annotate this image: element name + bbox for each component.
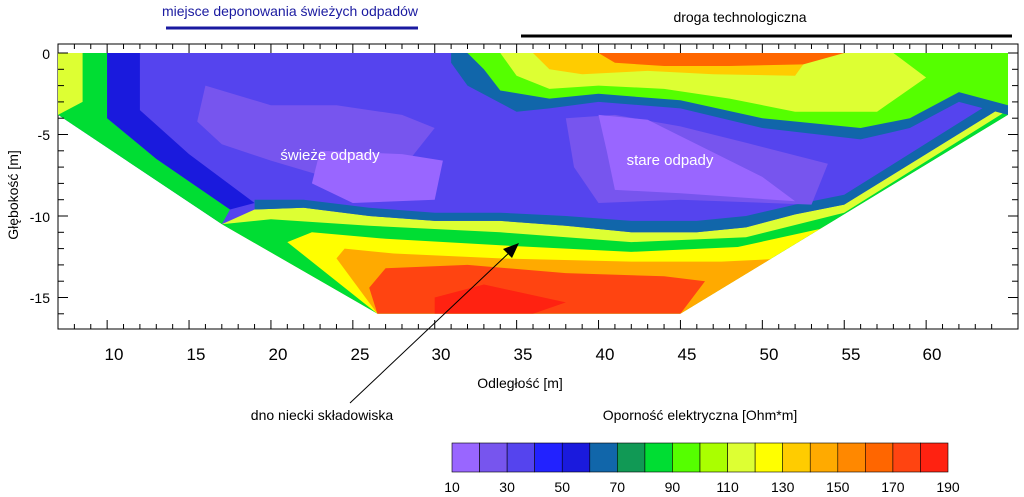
- colorbar-tick-labels: 10 30 50 70 90 110 130 150 170 190: [444, 479, 960, 495]
- colorbar-swatch: [479, 442, 508, 473]
- colorbar-tick-label: 150: [826, 479, 850, 495]
- resistivity-section: [58, 53, 1008, 314]
- zone-left-margin-blue: [107, 53, 255, 210]
- colorbar-swatch: [644, 442, 673, 473]
- colorbar-swatch: [672, 442, 701, 473]
- colorbar: [451, 442, 949, 473]
- colorbar-title: Oporność elektryczna [Ohm*m]: [603, 407, 798, 423]
- x-tick-label-40: 40: [596, 345, 615, 364]
- y-tick-label-minus5: -5: [38, 127, 51, 143]
- y-axis-label: Głębokość [m]: [5, 150, 21, 239]
- colorbar-tick-label: 90: [665, 479, 681, 495]
- zone-fresh-waste: [197, 85, 435, 176]
- x-tick-label-55: 55: [842, 345, 861, 364]
- zone-road-core: [598, 53, 845, 66]
- colorbar-swatch: [864, 442, 894, 473]
- pit-bottom-arrow: [349, 249, 513, 404]
- x-tick-label-35: 35: [514, 345, 533, 364]
- colorbar-swatch: [561, 442, 591, 473]
- colorbar-swatch: [534, 442, 563, 473]
- x-tick-label-30: 30: [432, 345, 451, 364]
- colorbar-swatch: [589, 442, 618, 473]
- pit-bottom-arrowhead: [503, 243, 519, 258]
- colorbar-tick-label: 10: [444, 479, 460, 495]
- x-tick-label-15: 15: [187, 345, 206, 364]
- x-tick-label-10: 10: [105, 345, 124, 364]
- colorbar-swatch: [451, 442, 480, 473]
- x-tick-label-60: 60: [923, 345, 942, 364]
- x-tick-label-45: 45: [678, 345, 697, 364]
- colorbar-swatch: [809, 442, 839, 473]
- zone-fresh-waste-core: [311, 150, 443, 203]
- y-tick-label-minus15: -15: [30, 290, 50, 306]
- road-label: droga technologiczna: [673, 9, 806, 25]
- colorbar-tick-label: 170: [881, 479, 905, 495]
- axis-ticks: [58, 44, 1018, 329]
- y-tick-label-minus10: -10: [30, 209, 50, 225]
- colorbar-swatch: [616, 442, 646, 473]
- colorbar-tick-label: 110: [716, 479, 739, 495]
- zone-left-margin: [58, 53, 230, 225]
- colorbar-tick-label: 50: [554, 479, 570, 495]
- x-tick-label-50: 50: [760, 345, 779, 364]
- old-waste-label: stare odpady: [627, 152, 714, 169]
- colorbar-tick-label: 130: [771, 479, 795, 495]
- colorbar-swatch: [837, 442, 866, 473]
- colorbar-swatch: [754, 442, 783, 473]
- colorbar-swatch: [920, 442, 949, 473]
- x-tick-label-20: 20: [269, 345, 288, 364]
- colorbar-swatch: [782, 442, 811, 473]
- fresh-waste-zone-label: miejsce deponowania świeżych odpadów: [162, 3, 419, 19]
- colorbar-swatch: [699, 442, 728, 473]
- colorbar-tick-label: 190: [936, 479, 960, 495]
- zone-left-margin-light: [58, 53, 83, 115]
- fresh-waste-label: świeże odpady: [280, 147, 380, 164]
- colorbar-tick-label: 30: [499, 479, 515, 495]
- colorbar-swatch: [506, 442, 536, 473]
- pit-bottom-label: dno niecki składowiska: [251, 407, 394, 423]
- colorbar-tick-label: 70: [610, 479, 626, 495]
- x-tick-label-25: 25: [351, 345, 370, 364]
- x-axis-label: Odległość [m]: [477, 375, 563, 391]
- y-tick-label-0: 0: [42, 46, 50, 62]
- zone-old-waste-core: [598, 114, 796, 202]
- colorbar-swatch: [727, 442, 756, 473]
- colorbar-swatch: [892, 442, 921, 473]
